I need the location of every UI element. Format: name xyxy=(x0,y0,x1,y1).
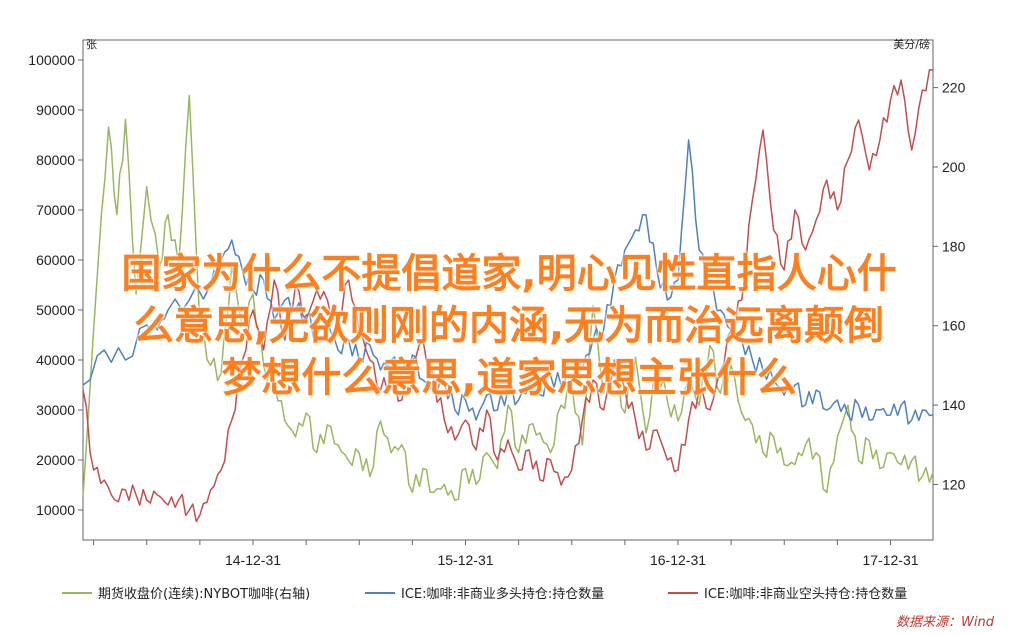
overlay-headline: 国家为什么不提倡道家,明心见性直指人心什 么意思,无欲则刚的内涵,无为而治远离颠… xyxy=(20,248,998,404)
series-line-3 xyxy=(82,69,934,523)
overlay-line-3: 梦想什么意思,道家思想主张什么 xyxy=(221,355,797,401)
x-axis-ticks: 14-12-31 15-12-31 16-12-31 17-12-31 xyxy=(93,540,919,568)
legend: 期货收盘价(连续):NYBOT咖啡(右轴) ICE:咖啡:非商业多头持仓:持仓数… xyxy=(62,586,907,602)
left-tick-label: 50000 xyxy=(36,302,75,318)
overlay-line-2: 么意思,无欲则刚的内涵,无为而治远离颠倒 xyxy=(133,303,885,349)
plot-frame xyxy=(82,39,934,541)
series-line-2 xyxy=(82,139,934,425)
x-tick-label: 15-12-31 xyxy=(437,552,493,568)
source-note: 数据来源：Wind xyxy=(896,615,995,630)
left-tick-label: 40000 xyxy=(36,352,75,368)
legend-label-series-3: ICE:咖啡:非商业空头持仓:持仓数量 xyxy=(704,587,907,602)
legend-label-series-2: ICE:咖啡:非商业多头持仓:持仓数量 xyxy=(401,586,604,602)
left-axis-unit: 张 xyxy=(86,38,97,51)
right-tick-label: 220 xyxy=(942,80,966,96)
right-axis-unit: 美分/磅 xyxy=(893,37,930,51)
left-tick-label: 60000 xyxy=(36,252,75,268)
left-tick-label: 70000 xyxy=(36,202,75,218)
right-tick-label: 180 xyxy=(942,238,966,254)
right-tick-label: 160 xyxy=(942,318,966,334)
left-tick-label: 20000 xyxy=(36,452,75,468)
series-line-1 xyxy=(82,94,934,502)
left-tick-label: 10000 xyxy=(36,502,75,518)
right-tick-label: 140 xyxy=(942,397,966,413)
left-tick-label: 80000 xyxy=(36,152,75,168)
right-axis-ticks: 220 200 180 160 140 120 xyxy=(933,80,966,492)
left-axis-ticks: 100000 90000 80000 70000 60000 50000 40000 3000… xyxy=(28,52,83,518)
right-tick-label: 200 xyxy=(942,159,966,175)
left-tick-label: 30000 xyxy=(36,402,75,418)
x-tick-label: 17-12-31 xyxy=(862,552,918,568)
series-lines xyxy=(82,69,934,523)
legend-label-series-1: 期货收盘价(连续):NYBOT咖啡(右轴) xyxy=(98,586,310,602)
overlay-line-1: 国家为什么不提倡道家,明心见性直指人心什 xyxy=(121,251,897,297)
x-tick-label: 14-12-31 xyxy=(225,552,281,568)
x-tick-label: 16-12-31 xyxy=(650,552,706,568)
right-tick-label: 120 xyxy=(942,476,966,492)
left-tick-label: 100000 xyxy=(28,52,75,68)
left-tick-label: 90000 xyxy=(36,102,75,118)
